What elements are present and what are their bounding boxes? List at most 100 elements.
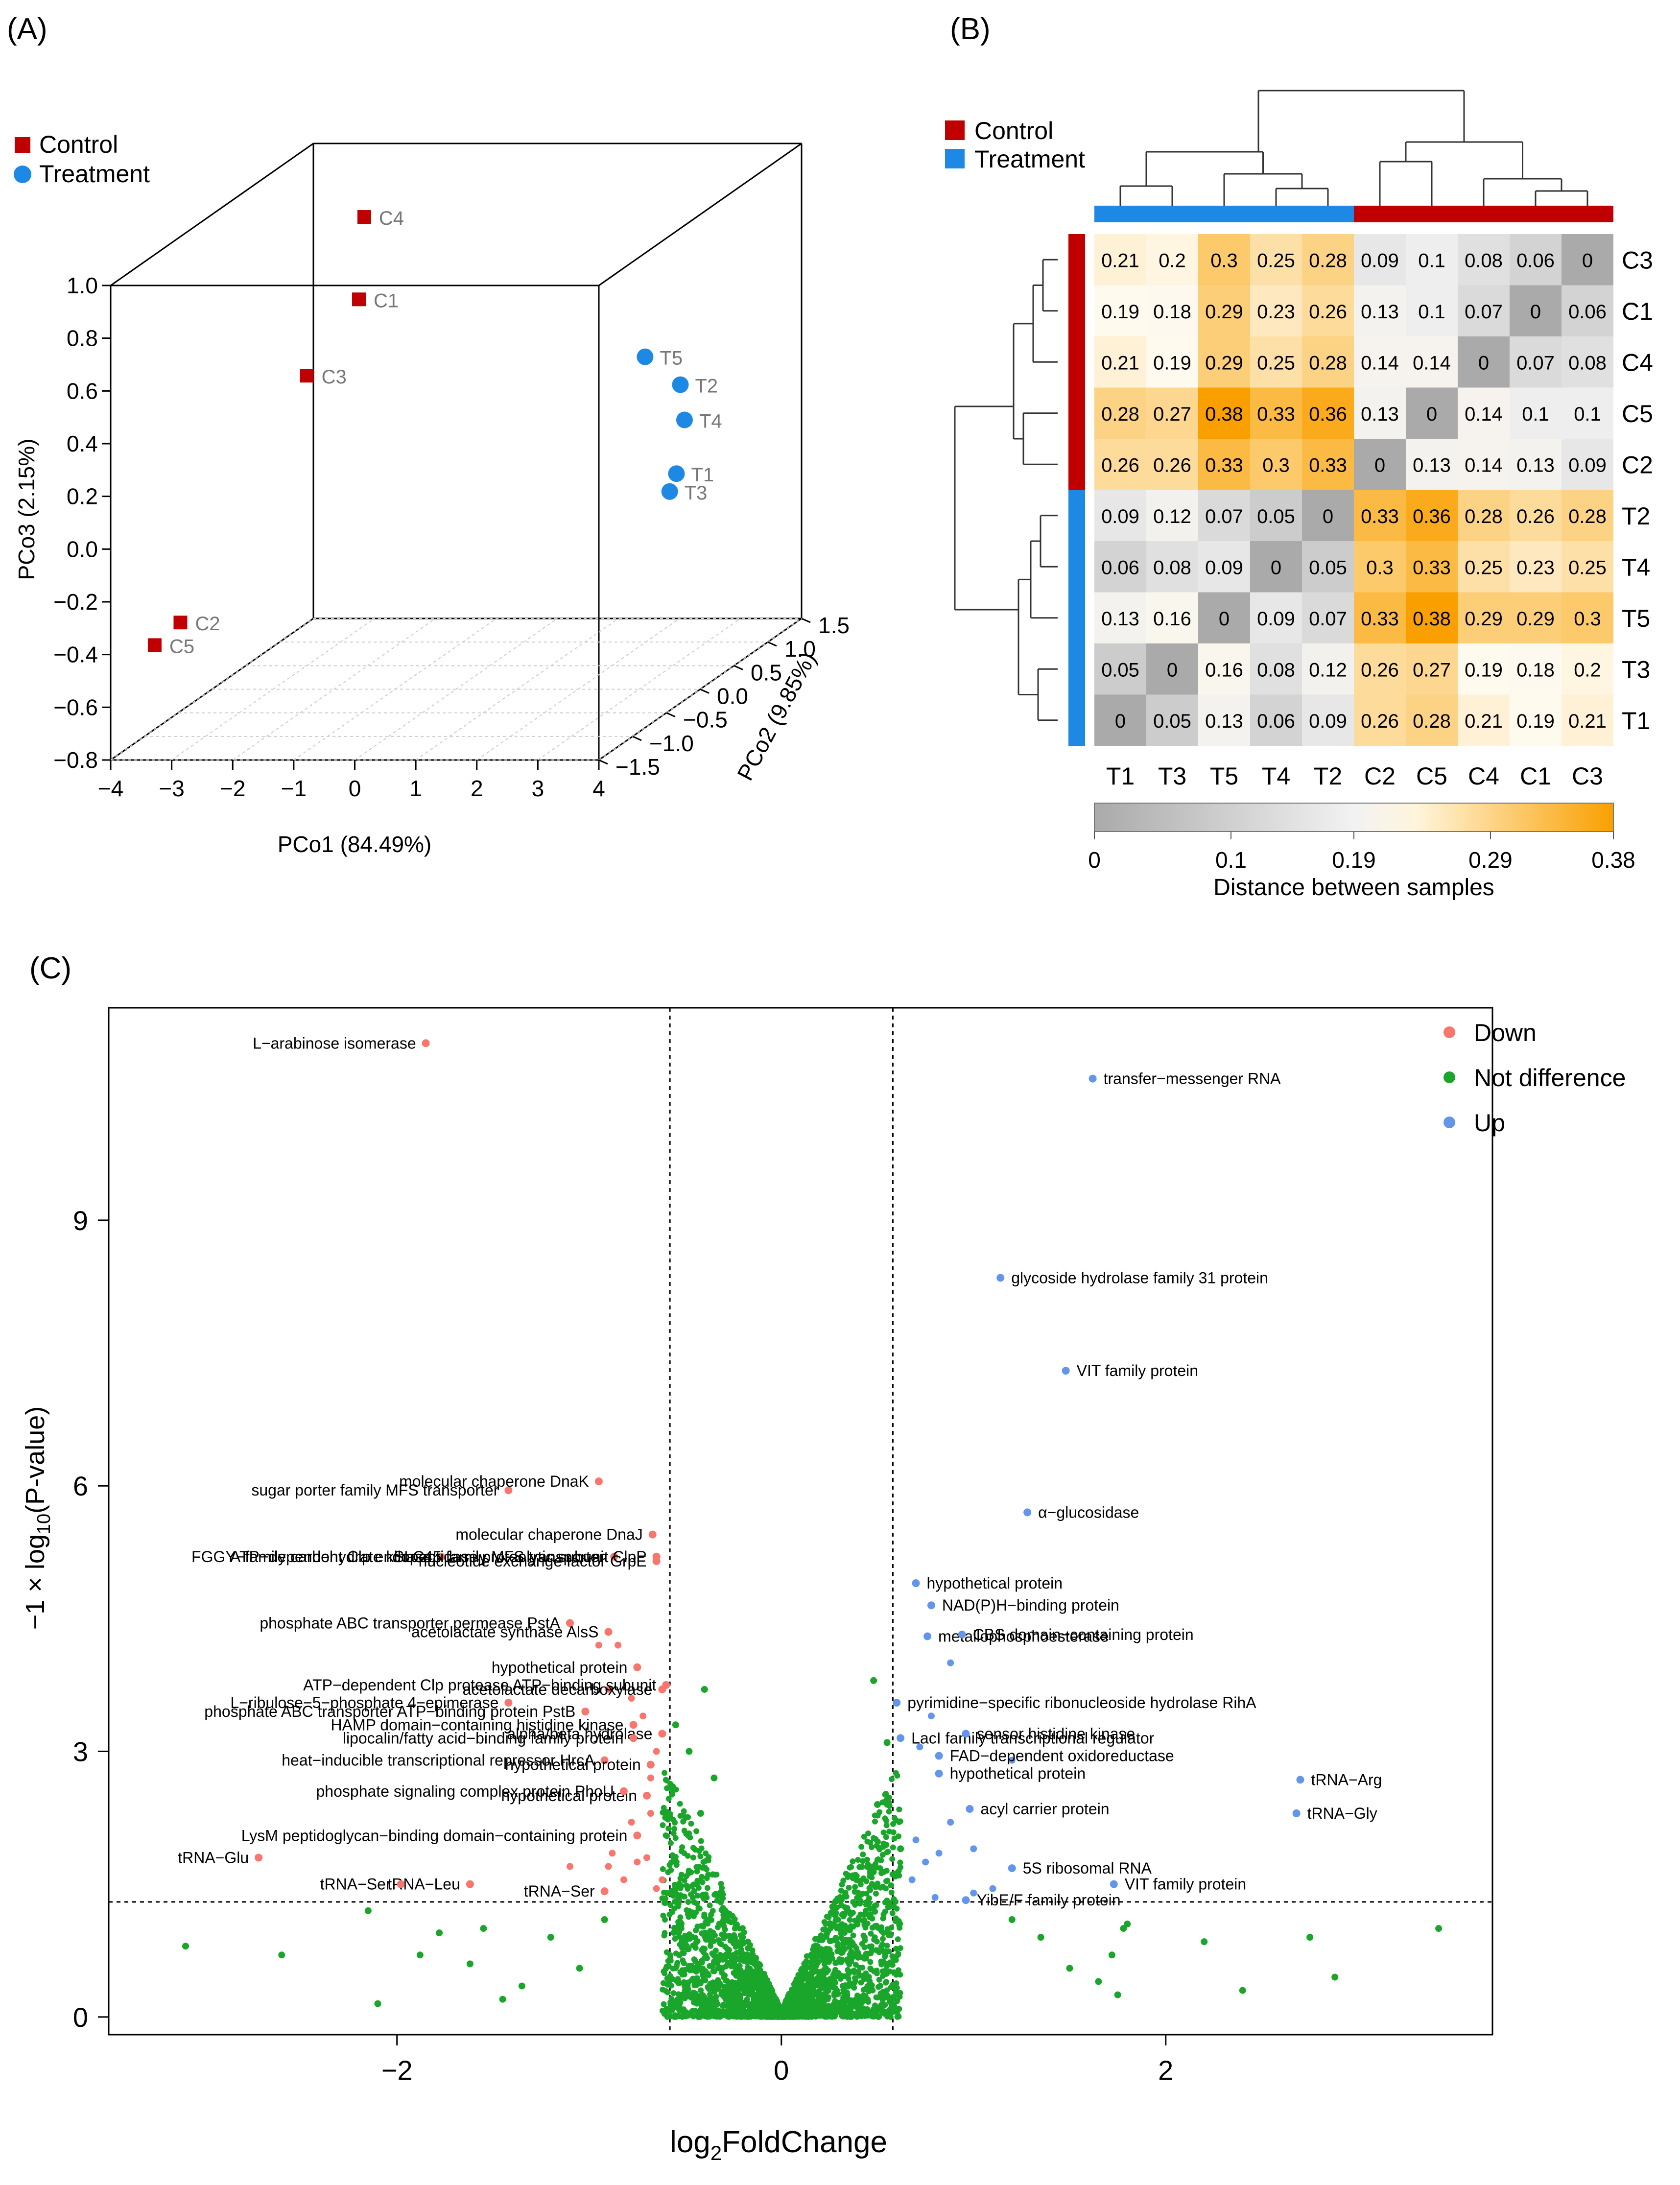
not-difference-point xyxy=(886,1808,892,1815)
heatmap-group-bars xyxy=(1068,206,1613,746)
not-difference-point xyxy=(703,1937,709,1943)
down-point xyxy=(397,1880,405,1888)
not-difference-point xyxy=(744,1996,750,2002)
not-difference-point xyxy=(677,1892,684,1899)
heatmap-cell-value: 0.38 xyxy=(1205,404,1243,425)
not-difference-point xyxy=(861,2010,868,2017)
y-tick-label: 6 xyxy=(73,1471,88,1501)
row-group-bar xyxy=(1068,234,1085,285)
heatmap-cell xyxy=(1198,439,1250,490)
heatmap-cell xyxy=(1562,234,1613,285)
heatmap-cell-value: 0 xyxy=(1530,301,1541,323)
not-difference-point xyxy=(696,1905,703,1912)
not-difference-point xyxy=(677,1999,684,2006)
not-difference-point xyxy=(716,1921,722,1927)
not-difference-point xyxy=(854,1918,861,1924)
column-label: T5 xyxy=(1210,762,1238,790)
heatmap-cell-value: 0.05 xyxy=(1309,557,1347,578)
column-label: C5 xyxy=(1416,762,1447,790)
heatmap-cell xyxy=(1562,592,1613,643)
not-difference-point xyxy=(856,2001,863,2008)
legend-label: Control xyxy=(39,131,118,158)
heatmap-cell-value: 0.27 xyxy=(1413,659,1451,681)
volcano-plot-frame xyxy=(108,1007,1493,2036)
not-difference-point xyxy=(728,1963,734,1970)
not-difference-point xyxy=(848,1864,854,1870)
point-annotation: phosphate ABC transporter permease PstA xyxy=(260,1614,560,1632)
not-difference-point xyxy=(694,1868,700,1875)
not-difference-point xyxy=(744,1951,751,1957)
not-difference-point xyxy=(867,1873,873,1879)
not-difference-point xyxy=(798,2008,805,2014)
not-difference-point xyxy=(480,1925,487,1932)
up-point xyxy=(931,1894,939,1901)
not-difference-point xyxy=(702,2013,709,2019)
heatmap-cell-value: 0 xyxy=(1167,659,1178,681)
y-tick xyxy=(598,759,608,765)
not-difference-point xyxy=(672,1886,678,1892)
point-annotation: acetolactate synthase AlsS xyxy=(411,1623,598,1640)
not-difference-point xyxy=(890,1829,897,1835)
not-difference-point xyxy=(823,1921,829,1927)
not-difference-point xyxy=(893,1946,899,1952)
down-point xyxy=(594,1477,603,1486)
point-annotation: tRNA−Glu xyxy=(178,1849,249,1866)
not-difference-point xyxy=(874,1995,880,2001)
not-difference-point xyxy=(709,1932,715,1939)
not-difference-point xyxy=(889,2009,896,2016)
up-point xyxy=(1062,1367,1070,1375)
row-label: T5 xyxy=(1622,605,1650,632)
not-difference-point xyxy=(853,1997,860,2004)
heatmap-cell xyxy=(1354,643,1406,695)
heatmap-cell-value: 0.3 xyxy=(1210,250,1238,271)
not-difference-point xyxy=(864,1864,871,1871)
heatmap-cell-value: 0.28 xyxy=(1101,404,1139,425)
not-difference-point xyxy=(807,1971,813,1977)
not-difference-point xyxy=(659,1895,665,1901)
heatmap-cell-value: 0.18 xyxy=(1153,301,1191,323)
heatmap-cell-value: 0.25 xyxy=(1257,352,1295,374)
volcano-axes: −2 0 2 0 3 6 9 xyxy=(73,1205,1173,2086)
not-difference-point xyxy=(823,1970,829,1976)
not-difference-point xyxy=(671,1881,678,1888)
not-difference-point xyxy=(892,2005,899,2011)
point-annotation: LacI family transcriptional regulator xyxy=(911,1729,1155,1747)
not-difference-point xyxy=(877,1990,884,1996)
not-difference-point xyxy=(838,1930,844,1937)
legend-swatch xyxy=(945,149,965,168)
point-annotation: alpha/beta hydrolase xyxy=(507,1725,652,1742)
row-label: C4 xyxy=(1622,349,1653,376)
legend-marker xyxy=(1443,1116,1455,1128)
y-tick xyxy=(666,712,676,718)
not-difference-point xyxy=(670,1893,676,1899)
heatmap-cell-value: 0.08 xyxy=(1257,659,1295,681)
column-group-bar xyxy=(1146,206,1198,222)
not-difference-point xyxy=(682,1967,688,1973)
not-difference-point xyxy=(732,2001,738,2008)
heatmap-cell-value: 0.09 xyxy=(1309,711,1347,732)
down-point xyxy=(653,1748,660,1755)
not-difference-point xyxy=(874,1970,880,1976)
not-difference-point xyxy=(754,2013,760,2019)
heatmap-cell xyxy=(1458,592,1510,643)
not-difference-point xyxy=(856,1972,862,1979)
y-tick-label: 3 xyxy=(73,1736,88,1767)
not-difference-point xyxy=(879,1941,886,1948)
not-difference-point xyxy=(799,1966,805,1972)
x-tick-label: 2 xyxy=(1158,2055,1173,2086)
not-difference-point xyxy=(699,1947,705,1953)
not-difference-point xyxy=(675,1991,682,1997)
heatmap-cell xyxy=(1458,336,1510,388)
z-tick-label: 0.6 xyxy=(67,378,98,404)
not-difference-point xyxy=(726,1982,732,1989)
not-difference-point xyxy=(663,1963,670,1970)
heatmap-cell xyxy=(1406,336,1458,388)
heatmap-cell xyxy=(1302,694,1354,746)
not-difference-point xyxy=(894,1985,900,1991)
heatmap-cell-value: 0.14 xyxy=(1361,352,1399,374)
heatmap-cell xyxy=(1198,643,1250,695)
floor-grid-line xyxy=(537,618,741,760)
not-difference-point xyxy=(1331,1973,1339,1981)
not-difference-point xyxy=(702,1929,709,1936)
